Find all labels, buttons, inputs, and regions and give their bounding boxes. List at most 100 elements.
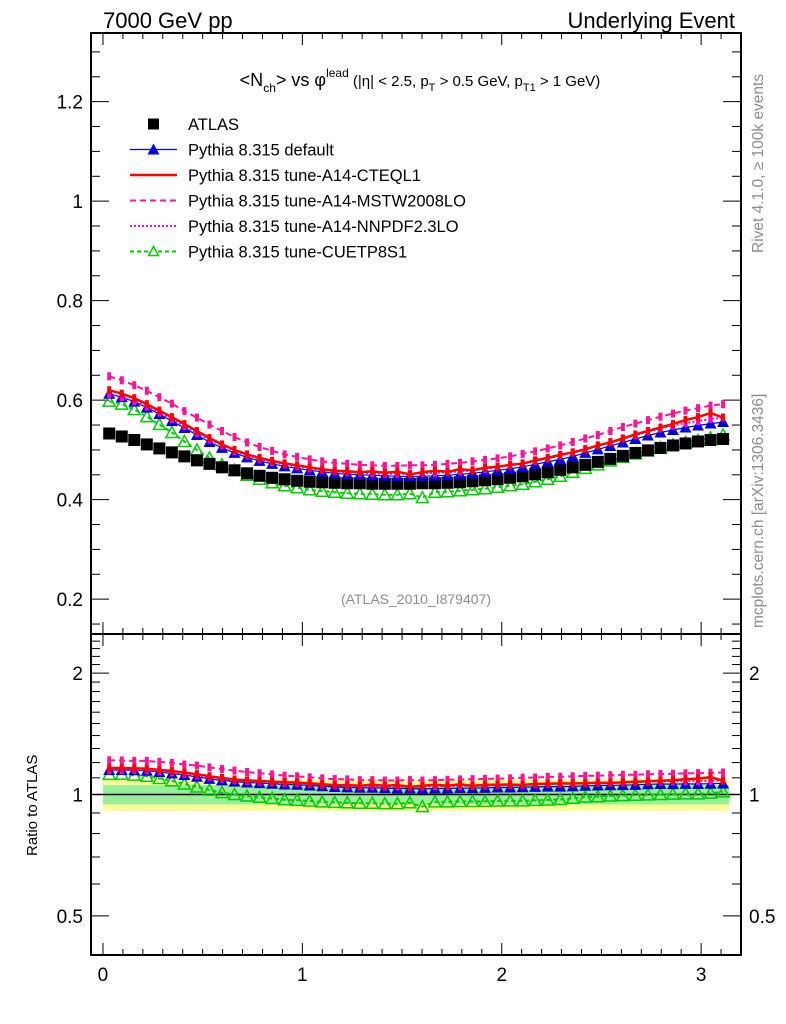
- ratio-y-tick-label-right: 0.5: [749, 907, 775, 928]
- series-atlas-point: [215, 461, 228, 474]
- ratio-series-pythia-8-315-tune-cuetp8s1-point: [628, 787, 643, 801]
- series-pythia-8-315-tune-cuetp8s1-point: [327, 484, 342, 498]
- series-pythia-8-315-tune-a14-mstw2008lo-point: [232, 432, 237, 441]
- ratio-series-pythia-8-315-tune-a14-cteql1-point: [570, 779, 575, 788]
- series-pythia-8-315-tune-cuetp8s1-point: [152, 416, 167, 431]
- legend-item: ATLAS: [148, 116, 239, 134]
- legend-marker-square: [148, 118, 159, 130]
- series-pythia-8-315-tune-a14-mstw2008lo-point: [533, 447, 538, 456]
- series-atlas-point: [717, 432, 730, 445]
- ratio-panel: 0 1 2 3 0.5 0.5 1 1 2 2: [57, 633, 775, 986]
- series-pythia-8-315-tune-a14-cteql1-point: [370, 467, 375, 476]
- ratio-series-pythia-8-315-tune-a14-cteql1-point: [345, 781, 350, 790]
- plot-title: <Nch> vs φlead (|η| < 2.5, pT > 0.5 GeV,…: [240, 66, 601, 95]
- ratio-series-pythia-8-315-tune-a14-mstw2008lo-point: [332, 775, 337, 784]
- ratio-series-pythia-8-315-tune-cuetp8s1-line: [109, 773, 724, 808]
- series-pythia-8-315-tune-a14-cteql1-point: [382, 468, 387, 477]
- y-tick-label: 0.2: [57, 590, 83, 611]
- ratio-series-pythia-8-315-tune-cuetp8s1-point: [252, 789, 267, 804]
- y-tick-label: 0.6: [57, 391, 83, 412]
- ratio-series-pythia-8-315-tune-cuetp8s1-point: [202, 782, 217, 796]
- ratio-series-pythia-8-315-tune-a14-mstw2008lo-point: [169, 758, 174, 767]
- series-atlas-point: [153, 442, 166, 455]
- ratio-series-pythia-8-315-tune-cuetp8s1-point: [552, 791, 568, 806]
- ratio-series-pythia-8-315-tune-a14-cteql1-point: [545, 779, 550, 788]
- title-sub: T: [429, 82, 436, 94]
- ratio-series-pythia-8-315-tune-a14-cteql1-point: [683, 775, 688, 784]
- series-pythia-8-315-tune-a14-mstw2008lo-point: [182, 407, 187, 416]
- y-tick-label: 1.2: [57, 93, 83, 114]
- series-pythia-8-315-tune-a14-mstw2008lo-point: [595, 430, 600, 439]
- ratio-series-pythia-8-315-tune-cuetp8s1-point: [715, 784, 731, 798]
- series-pythia-8-315-tune-a14-mstw2008lo-point: [708, 401, 713, 410]
- series-atlas-point: [666, 439, 679, 452]
- series-pythia-8-315-tune-a14-mstw2008lo-point: [320, 457, 325, 466]
- series-pythia-8-315-tune-a14-cteql1-point: [620, 434, 625, 443]
- series-pythia-8-315-tune-a14-cteql1-point: [307, 463, 312, 472]
- series-pythia-8-315-tune-cuetp8s1-point: [540, 471, 555, 486]
- ratio-series-pythia-8-315-tune-a14-mstw2008lo-point: [257, 769, 262, 778]
- series-atlas-point: [303, 475, 316, 488]
- series-atlas-point: [228, 464, 241, 477]
- ratio-y-tick-label: 1: [72, 786, 83, 807]
- series-pythia-8-315-tune-a14-cteql1-point: [320, 465, 325, 474]
- ratio-series-pythia-8-315-tune-a14-mstw2008lo-point: [270, 770, 275, 779]
- legend-label: Pythia 8.315 tune-A14-CTEQL1: [188, 167, 421, 185]
- series-pythia-8-315-tune-a14-mstw2008lo-point: [558, 441, 563, 450]
- series-atlas-point: [566, 461, 579, 474]
- legend-item: Pythia 8.315 tune-CUETP8S1: [130, 244, 407, 262]
- ratio-series-pythia-8-315-tune-a14-mstw2008lo-point: [520, 773, 525, 782]
- ratio-frame: [90, 633, 742, 956]
- ratio-series-pythia-8-315-tune-cuetp8s1-point: [615, 788, 631, 802]
- ratio-series-pythia-8-315-tune-cuetp8s1-point: [277, 792, 292, 806]
- ratio-series-pythia-8-315-tune-a14-cteql1-point: [395, 781, 400, 790]
- ratio-y-tick-label-right: 2: [749, 664, 760, 685]
- ratio-y-tick-label-right: 1: [749, 786, 760, 807]
- y-tick-label: 1: [72, 192, 83, 213]
- ratio-series-pythia-8-315-tune-cuetp8s1-point: [452, 793, 468, 808]
- series-atlas-point: [316, 476, 329, 489]
- series-pythia-8-315-tune-a14-mstw2008lo-point: [270, 446, 275, 455]
- series-pythia-8-315-tune-a14-mstw2008lo-point: [132, 381, 137, 390]
- series-pythia-8-315-tune-a14-mstw2008lo-point: [144, 386, 149, 395]
- series-pythia-8-315-tune-a14-mstw2008lo-point: [483, 455, 488, 464]
- series-pythia-8-315-tune-a14-mstw2008lo-point: [107, 372, 112, 381]
- ratio-series-pythia-8-315-tune-a14-cteql1-point: [645, 777, 650, 786]
- series-pythia-8-315-tune-a14-cteql1-point: [432, 466, 437, 475]
- ratio-series-pythia-8-315-tune-a14-mstw2008lo-point: [533, 773, 538, 782]
- series-pythia-8-315-tune-a14-cteql1-line: [108, 388, 724, 476]
- series-pythia-8-315-tune-a14-cteql1-point: [194, 427, 199, 436]
- series-pythia-8-315-tune-a14-cteql1-point: [219, 440, 224, 449]
- series-atlas-point: [491, 473, 504, 486]
- series-pythia-8-315-tune-a14-mstw2008lo-point: [257, 442, 262, 451]
- ratio-series-pythia-8-315-tune-a14-mstw2008lo-point: [144, 756, 149, 765]
- title-part: <N: [240, 70, 264, 90]
- ratio-series-pythia-8-315-tune-a14-mstw2008lo-point: [495, 774, 500, 783]
- series-pythia-8-315-tune-a14-mstw2008lo-point: [445, 459, 450, 468]
- series-pythia-8-315-tune-a14-cteql1-point: [207, 433, 212, 442]
- series-atlas-point: [278, 473, 291, 486]
- y-tick-label: 0.4: [57, 491, 84, 512]
- series-pythia-8-315-tune-cuetp8s1-point: [527, 474, 543, 488]
- series-pythia-8-315-tune-a14-cteql1-point: [658, 423, 663, 432]
- ratio-series-pythia-8-315-tune-a14-mstw2008lo-point: [445, 775, 450, 784]
- series-pythia-8-315-tune-a14-cteql1-point: [520, 459, 525, 468]
- series-pythia-8-315-tune-a14-cteql1-point: [332, 466, 337, 475]
- series-pythia-8-315-tune-a14-mstw2008lo-point: [721, 400, 726, 409]
- ratio-series-pythia-8-315-tune-a14-cteql1-point: [633, 777, 638, 786]
- ratio-series-pythia-8-315-tune-a14-cteql1-point: [445, 781, 450, 790]
- series-pythia-8-315-tune-a14-mstw2008lo-point: [508, 452, 513, 461]
- ratio-series-pythia-8-315-tune-a14-mstw2008lo-point: [595, 771, 600, 780]
- ratio-series-pythia-8-315-tune-cuetp8s1-point: [415, 799, 430, 813]
- ratio-series-pythia-8-315-tune-a14-mstw2008lo-point: [620, 770, 625, 779]
- ratio-y-tick-label: 2: [72, 664, 83, 685]
- ratio-series-pythia-8-315-tune-a14-mstw2008lo-point: [407, 776, 412, 785]
- ratio-series-pythia-8-315-tune-a14-mstw2008lo-point: [545, 772, 550, 781]
- x-tick-label: 3: [696, 965, 707, 986]
- ratio-series-pythia-8-315-tune-a14-mstw2008lo-point: [483, 774, 488, 783]
- series-pythia-8-315-tune-a14-cteql1-point: [458, 465, 463, 474]
- title-sub: T1: [523, 82, 536, 94]
- legend-item: Pythia 8.315 default: [130, 142, 334, 160]
- ratio-series-pythia-8-315-tune-a14-cteql1-point: [207, 772, 212, 781]
